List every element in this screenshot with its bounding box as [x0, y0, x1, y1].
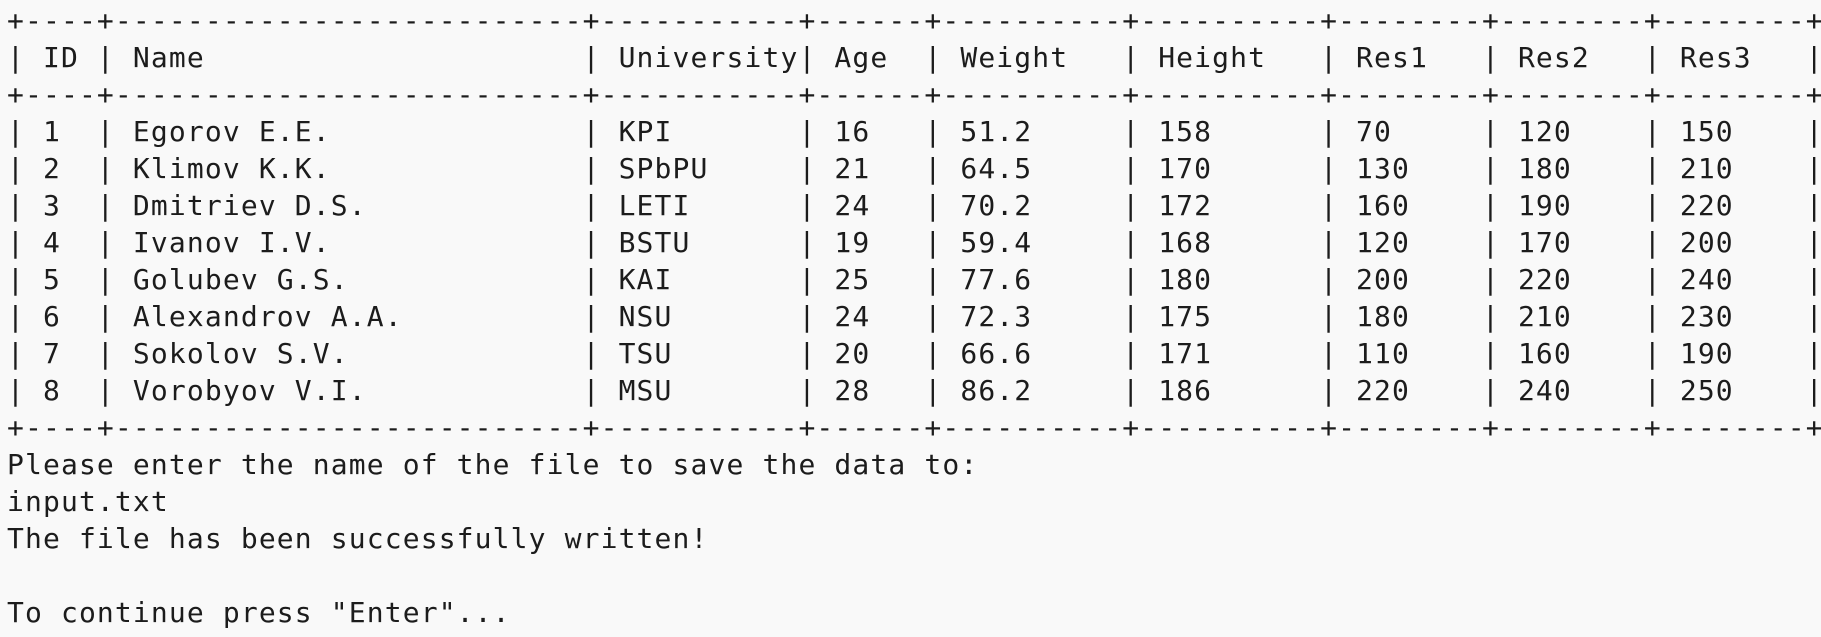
table-row: | 3 | Dmitriev D.S. | LETI | 24 | 70.2 |…	[7, 189, 1821, 222]
blank-line	[7, 557, 1821, 594]
table-row: | 4 | Ivanov I.V. | BSTU | 19 | 59.4 | 1…	[7, 226, 1821, 259]
table-row: | 2 | Klimov K.K. | SPbPU | 21 | 64.5 | …	[7, 152, 1821, 185]
table-row: | 1 | Egorov E.E. | KPI | 16 | 51.2 | 15…	[7, 115, 1821, 148]
table-row: | 6 | Alexandrov A.A. | NSU | 24 | 72.3 …	[7, 300, 1821, 333]
success-message: The file has been successfully written!	[7, 522, 709, 555]
continue-message: To continue press "Enter"...	[7, 596, 511, 629]
filename-input[interactable]: input.txt	[7, 485, 169, 518]
table-row: | 7 | Sokolov S.V. | TSU | 20 | 66.6 | 1…	[7, 337, 1821, 370]
table-border-mid: +----+--------------------------+-------…	[7, 78, 1821, 111]
table-border-bottom: +----+--------------------------+-------…	[7, 411, 1821, 444]
table-row: | 8 | Vorobyov V.I. | MSU | 28 | 86.2 | …	[7, 374, 1821, 407]
table-row: | 5 | Golubev G.S. | KAI | 25 | 77.6 | 1…	[7, 263, 1821, 296]
table-border-top: +----+--------------------------+-------…	[7, 4, 1821, 37]
save-prompt: Please enter the name of the file to sav…	[7, 448, 979, 481]
table-header-row: | ID | Name | University| Age | Weight |…	[7, 41, 1821, 74]
